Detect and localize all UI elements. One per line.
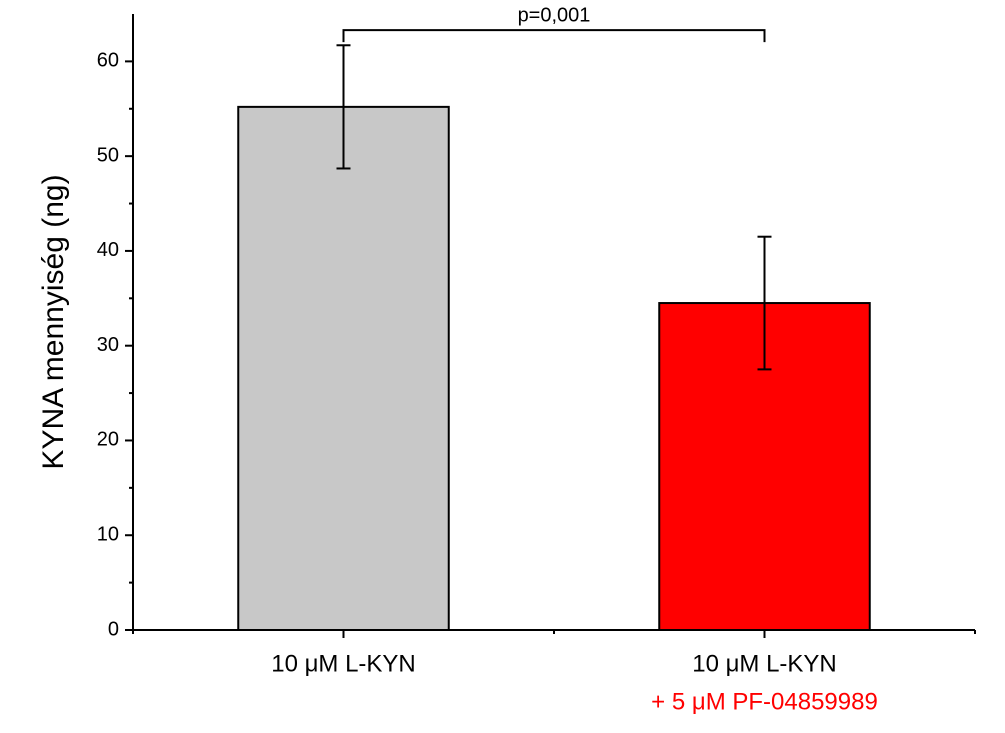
y-tick-label: 20 (97, 429, 119, 451)
y-axis-label: KYNA mennyiség (ng) (37, 174, 70, 469)
error-bar (336, 44, 351, 170)
bar (237, 105, 450, 632)
x-tick-sublabel: + 5 μM PF-04859989 (651, 688, 878, 715)
y-tick-label: 60 (97, 50, 119, 72)
x-tick-label: 10 μM L-KYN (692, 650, 837, 677)
y-tick-label: 40 (97, 239, 119, 261)
x-tick-label: 10 μM L-KYN (271, 650, 416, 677)
y-tick-label: 0 (108, 618, 119, 640)
y-tick-label: 30 (97, 334, 119, 356)
y-tick-label: 50 (97, 144, 119, 166)
significance-bracket (342, 29, 766, 43)
significance-label: p=0,001 (518, 4, 591, 26)
error-bar (757, 235, 772, 371)
y-tick-label: 10 (97, 524, 119, 546)
